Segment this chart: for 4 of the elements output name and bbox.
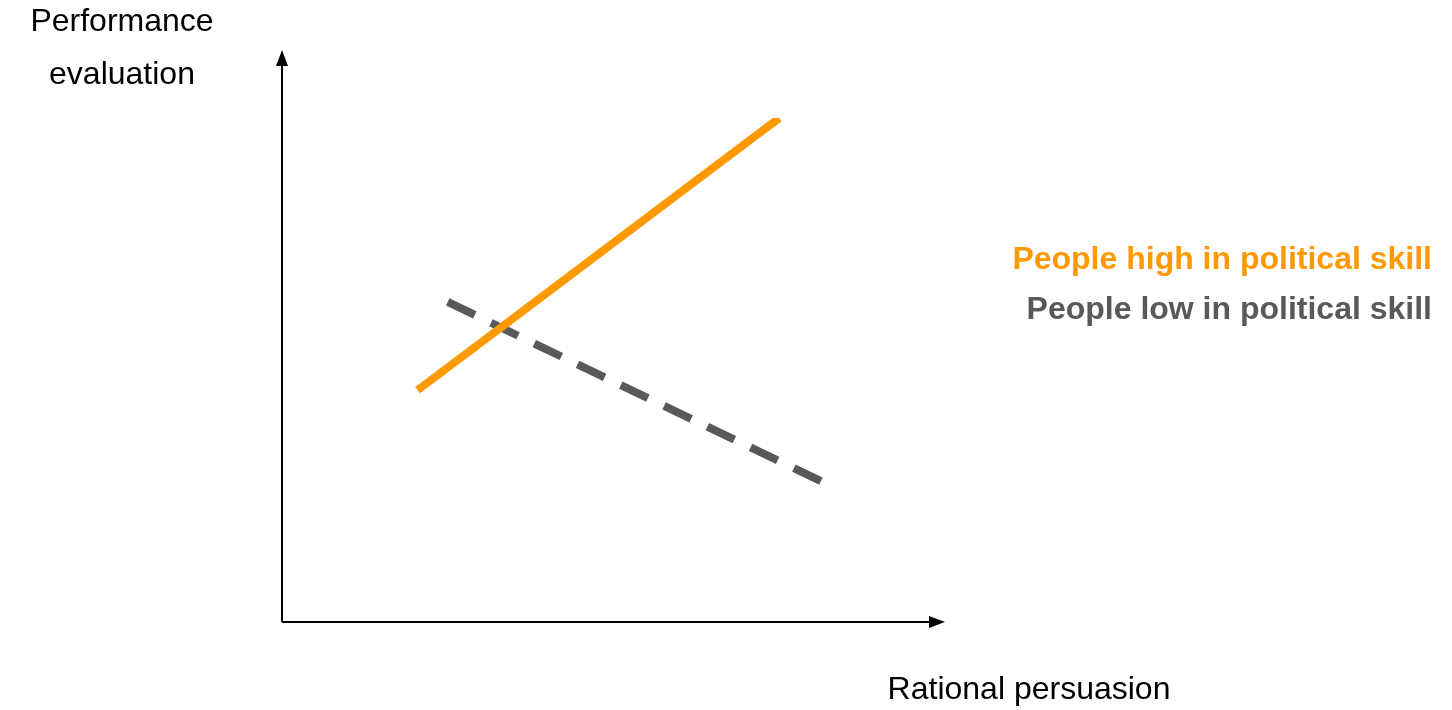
text: People low in political skill bbox=[1026, 289, 1432, 326]
text: People high in political skill bbox=[1012, 239, 1432, 276]
x-axis-title: Rational persuasion bbox=[887, 669, 1171, 706]
y-axis-title: Performance evaluation bbox=[30, 1, 214, 91]
